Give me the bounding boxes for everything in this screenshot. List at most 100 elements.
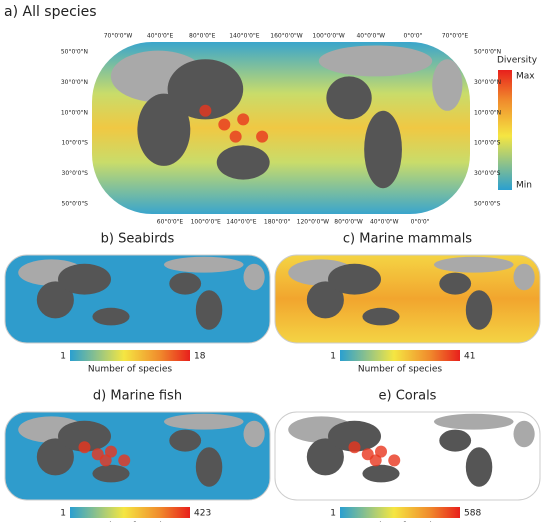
scale-min: 1 (330, 509, 336, 519)
coord-label: 80°0'0"E (189, 33, 216, 40)
coord-label: 30°0'0"N (61, 79, 88, 86)
coord-label: 30°0'0"N (474, 79, 501, 86)
landmass (195, 447, 223, 487)
scale-label: Number of species (358, 365, 442, 375)
panel-title: c) Marine mammals (343, 232, 472, 247)
landmass (326, 76, 372, 120)
landmass (362, 307, 400, 326)
hotspot (229, 130, 242, 143)
scale-min: 1 (330, 352, 336, 362)
landmass (465, 447, 493, 487)
coord-label: 100°0'0"W (312, 33, 344, 40)
hotspot (369, 454, 382, 467)
coord-label: 140°0'0"E (226, 219, 256, 226)
coord-label: 120°0'0"W (297, 219, 329, 226)
landmass (364, 110, 402, 189)
legend-max: Max (516, 72, 535, 82)
coord-label: 100°0'0"E (191, 219, 221, 226)
hotspot (237, 113, 250, 126)
hotspot (375, 445, 387, 458)
panel-title: e) Corals (379, 389, 437, 404)
coord-label: 40°0'0"W (356, 33, 385, 40)
landmass (58, 263, 111, 295)
coord-label: 160°0'0"W (270, 33, 302, 40)
coord-label: 40°0'0"E (147, 33, 174, 40)
landmass (318, 45, 433, 77)
landmass (195, 290, 223, 330)
landmass (243, 263, 265, 291)
landmass (243, 420, 265, 448)
coord-label: 140°0'0"E (229, 33, 259, 40)
coord-label: 70°0'0"E (442, 33, 469, 40)
colorbar (340, 350, 460, 361)
landmass (306, 438, 344, 476)
panel-title: b) Seabirds (101, 232, 175, 247)
landmass (434, 256, 514, 273)
hotspot (99, 454, 112, 467)
coord-label: 80°0'0"W (334, 219, 363, 226)
hotspot (218, 118, 231, 131)
landmass (92, 464, 130, 483)
landmass (432, 59, 463, 111)
coord-label: 50°0'0"S (62, 201, 89, 208)
coord-label: 40°0'0"W (370, 219, 399, 226)
landmass (439, 429, 472, 452)
coord-label: 30°0'0"S (474, 170, 501, 177)
landmass (169, 272, 202, 295)
coord-label: 50°0'0"N (474, 49, 501, 56)
colorbar (340, 507, 460, 518)
coord-label: 10°0'0"S (62, 140, 89, 147)
coord-label: 180°0'0" (264, 219, 291, 226)
hotspot (78, 441, 91, 454)
hotspot (105, 445, 117, 458)
hotspot (118, 454, 131, 467)
landmass (169, 429, 202, 452)
scale-label: Number of species (88, 365, 172, 375)
landmass (362, 464, 400, 483)
landmass (328, 420, 381, 452)
scale-max: 423 (194, 509, 211, 519)
landmass (465, 290, 493, 330)
colorbar (70, 507, 190, 518)
scale-max: 18 (194, 352, 206, 362)
scale-min: 1 (60, 509, 66, 519)
colorbar (70, 350, 190, 361)
legend-min: Min (516, 181, 532, 191)
scale-max: 588 (464, 509, 481, 519)
landmass (439, 272, 472, 295)
legend-title: Diversity (497, 56, 538, 66)
hotspot (199, 104, 212, 117)
panel-title: a) All species (4, 4, 97, 20)
scale-max: 41 (464, 352, 475, 362)
coord-label: 10°0'0"N (474, 109, 501, 116)
landmass (167, 59, 244, 120)
coord-label: 0°0'0" (403, 33, 422, 40)
coord-label: 70°0'0"W (104, 33, 133, 40)
coord-label: 0°0'0" (411, 219, 430, 226)
coord-label: 50°0'0"N (61, 49, 88, 56)
landmass (164, 256, 244, 273)
landmass (164, 413, 244, 430)
coord-label: 60°0'0"E (157, 219, 184, 226)
hotspot (348, 441, 361, 454)
coord-label: 30°0'0"S (62, 170, 89, 177)
landmass (216, 145, 270, 180)
scale-min: 1 (60, 352, 66, 362)
panel-title: d) Marine fish (93, 389, 182, 404)
landmass (328, 263, 381, 295)
landmass (434, 413, 514, 430)
colorbar (498, 70, 512, 190)
landmass (306, 281, 344, 319)
coord-label: 50°0'0"S (474, 201, 501, 208)
landmass (58, 420, 111, 452)
landmass (137, 93, 191, 166)
landmass (36, 438, 74, 476)
hotspot (256, 130, 269, 143)
hotspot (388, 454, 401, 467)
landmass (36, 281, 74, 319)
landmass (513, 263, 535, 291)
landmass (513, 420, 535, 448)
coord-label: 10°0'0"S (474, 140, 501, 147)
landmass (92, 307, 130, 326)
